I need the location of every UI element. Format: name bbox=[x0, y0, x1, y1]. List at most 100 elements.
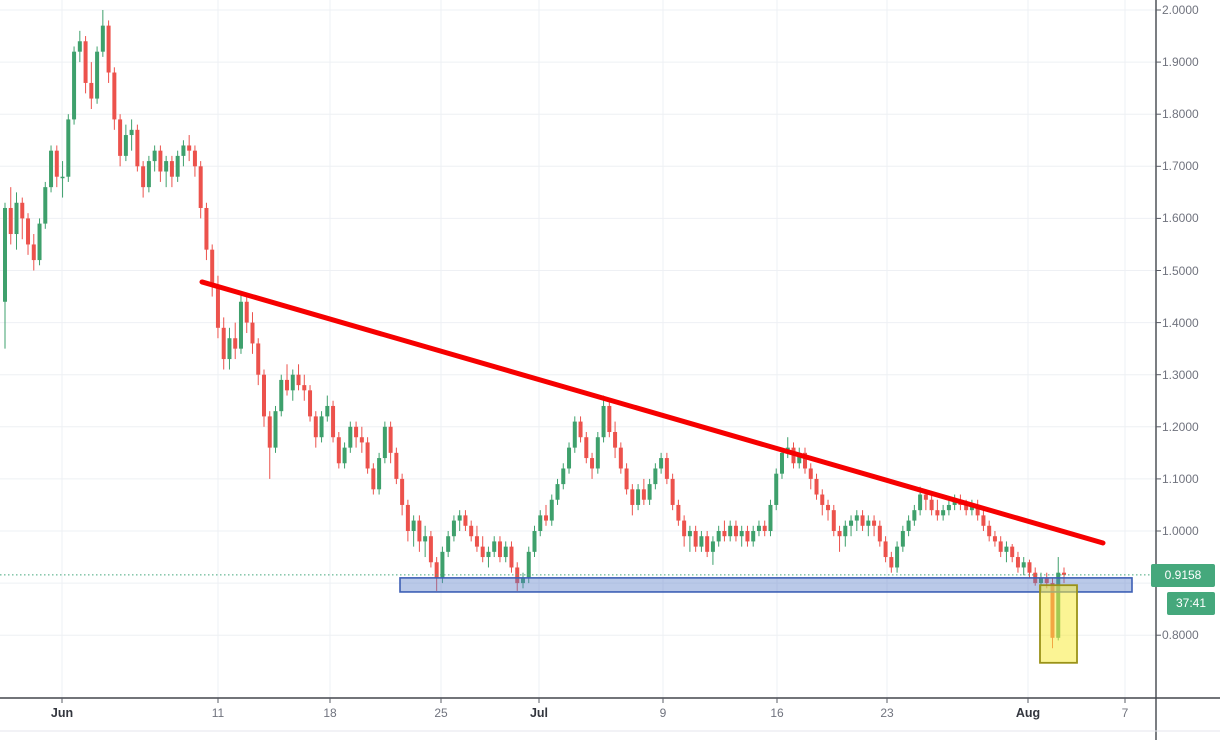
candle-body bbox=[14, 202, 19, 235]
candle-body bbox=[434, 562, 439, 578]
candle-body bbox=[935, 510, 940, 516]
candle-body bbox=[336, 437, 341, 464]
candle-body bbox=[411, 520, 416, 531]
candle-body bbox=[215, 286, 220, 328]
candle-body bbox=[405, 504, 410, 531]
candle-body bbox=[244, 301, 249, 323]
candle-body bbox=[428, 536, 433, 563]
candle-body bbox=[567, 447, 572, 469]
candle-body bbox=[555, 484, 560, 500]
candle-body bbox=[918, 494, 923, 511]
candle-body bbox=[992, 536, 997, 542]
candle-body bbox=[474, 536, 479, 547]
candle-body bbox=[60, 176, 65, 179]
time-tick-label: 11 bbox=[211, 706, 225, 720]
price-tick-label: 2.0000 bbox=[1162, 3, 1199, 17]
candle-body bbox=[319, 416, 324, 438]
price-tick-label: 1.4000 bbox=[1162, 315, 1199, 330]
candle-body bbox=[710, 541, 715, 552]
candle-body bbox=[8, 207, 13, 235]
candle-body bbox=[843, 525, 848, 537]
candle-body bbox=[49, 150, 54, 188]
candle-body bbox=[739, 531, 744, 537]
time-tick-label: 25 bbox=[434, 706, 448, 720]
trendline[interactable] bbox=[199, 279, 1106, 546]
candle-body bbox=[210, 249, 215, 287]
candle-body bbox=[66, 119, 71, 177]
candle-body bbox=[641, 489, 646, 500]
candle-body bbox=[89, 82, 94, 99]
candle-body bbox=[561, 468, 566, 485]
candle-body bbox=[141, 166, 146, 188]
candle-body bbox=[601, 405, 606, 438]
candle-body bbox=[900, 531, 905, 547]
candle-body bbox=[814, 478, 819, 495]
price-tick-label: 1.7000 bbox=[1162, 159, 1199, 174]
candle-body bbox=[676, 504, 681, 521]
candle-body bbox=[595, 437, 600, 469]
time-tick-label: Jun bbox=[50, 706, 74, 720]
candle-body bbox=[221, 327, 226, 360]
candle-body bbox=[687, 531, 692, 537]
candle-body bbox=[618, 447, 623, 469]
candle-body bbox=[1062, 572, 1066, 575]
price-tick-label: 1.6000 bbox=[1162, 211, 1199, 226]
candle-body bbox=[285, 379, 290, 391]
candle-body bbox=[451, 520, 456, 537]
last-price-label: 0.9158 bbox=[1151, 564, 1215, 587]
candle-body bbox=[636, 489, 641, 505]
candle-body bbox=[325, 405, 330, 417]
bar-countdown-label: 37:41 bbox=[1167, 592, 1215, 615]
price-tick-label: 1.9000 bbox=[1162, 55, 1199, 70]
candle-body bbox=[129, 129, 134, 136]
candle-body bbox=[670, 478, 675, 505]
candle-body bbox=[872, 520, 877, 526]
candle-body bbox=[158, 150, 163, 172]
candle-body bbox=[659, 458, 664, 469]
candle-body bbox=[1021, 562, 1026, 568]
candle-body bbox=[987, 525, 992, 537]
candle-body bbox=[457, 515, 462, 521]
candle-body bbox=[175, 155, 180, 177]
candle-body bbox=[112, 72, 117, 120]
candle-body bbox=[526, 551, 531, 578]
support-zone-rect[interactable] bbox=[399, 577, 1133, 593]
candle-body bbox=[440, 551, 445, 578]
candle-body bbox=[72, 51, 77, 120]
candle-body bbox=[135, 129, 140, 167]
candle-body bbox=[77, 41, 82, 52]
candle-body bbox=[382, 426, 387, 459]
price-tick-label: 1.0000 bbox=[1162, 524, 1199, 538]
candle-body bbox=[762, 525, 767, 531]
candle-body bbox=[308, 390, 313, 417]
candle-body bbox=[204, 207, 209, 250]
candle-body bbox=[895, 546, 900, 568]
candle-body bbox=[54, 150, 59, 177]
highlight-box-rect[interactable] bbox=[1039, 584, 1078, 664]
candle-body bbox=[716, 531, 721, 542]
candle-body bbox=[146, 161, 151, 188]
time-tick-label: 16 bbox=[770, 706, 784, 720]
candle-body bbox=[463, 515, 468, 526]
candle-body bbox=[946, 504, 951, 511]
candle-body bbox=[238, 301, 243, 349]
price-tick-label: 1.3000 bbox=[1162, 367, 1199, 382]
candle-body bbox=[929, 499, 934, 511]
candle-body bbox=[348, 426, 353, 448]
candle-body bbox=[371, 468, 376, 490]
candle-body bbox=[123, 135, 128, 156]
candle-body bbox=[728, 525, 733, 537]
candle-body bbox=[912, 510, 917, 521]
candle-body bbox=[1027, 562, 1032, 573]
candle-body bbox=[883, 541, 888, 558]
candle-body bbox=[964, 504, 969, 511]
candle-body bbox=[808, 468, 813, 479]
candle-body bbox=[756, 525, 761, 531]
candle-body bbox=[152, 150, 157, 162]
candle-body bbox=[31, 244, 36, 261]
candle-body bbox=[118, 119, 123, 156]
candle-body bbox=[923, 494, 928, 500]
candle-body bbox=[572, 421, 577, 448]
